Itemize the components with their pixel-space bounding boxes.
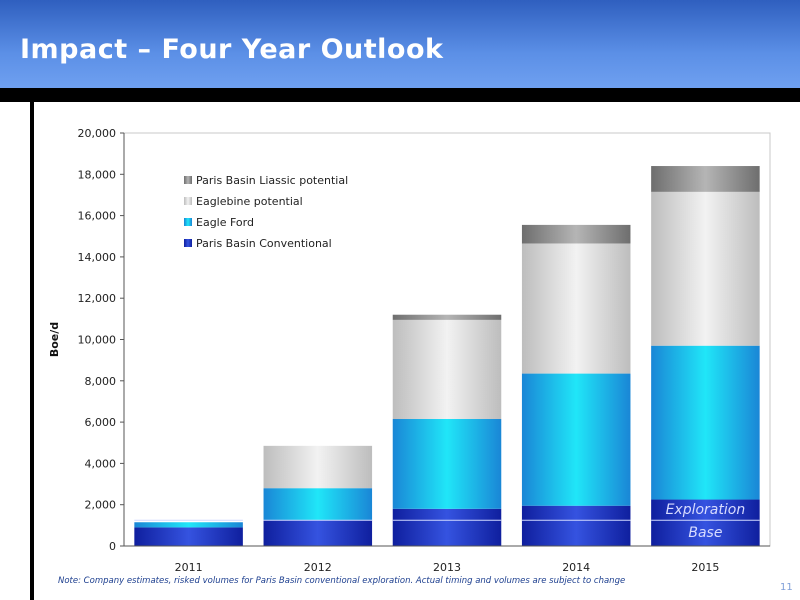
x-tick-label: 2013 (433, 561, 461, 574)
bar-segment (134, 522, 243, 528)
y-tick-label: 12,000 (78, 292, 117, 305)
bar-segment (134, 527, 243, 546)
bar-segment (263, 445, 373, 489)
bar-segment (521, 373, 631, 506)
y-tick-label: 16,000 (78, 210, 117, 223)
annotation-exploration: Exploration (666, 502, 746, 518)
footnote: Note: Company estimates, risked volumes … (58, 576, 626, 586)
left-rule (30, 102, 34, 600)
legend-label: Paris Basin Liassic potential (196, 174, 348, 187)
stacked-bar-chart: 0 2,000 4,000 6,000 8,000 10,000 12,000 14,000 1… (48, 127, 771, 574)
x-tick-label: 2011 (175, 561, 203, 574)
legend-label: Paris Basin Conventional (196, 237, 332, 250)
legend-swatch (184, 218, 192, 226)
legend-swatch (184, 176, 192, 184)
bar-segment (651, 345, 760, 500)
title-divider (0, 88, 800, 102)
y-tick-label: 20,000 (78, 127, 117, 140)
bar-segment (521, 224, 631, 244)
bar-segment (392, 314, 502, 320)
page-number: 11 (780, 582, 793, 593)
left-margin (0, 102, 30, 600)
bar-segment (392, 319, 502, 420)
bar-segment (651, 166, 760, 192)
bar-segment (651, 191, 760, 346)
legend-label: Eagle Ford (196, 216, 254, 229)
legend-swatch (184, 239, 192, 247)
x-tick-label: 2015 (691, 561, 719, 574)
bar-segment (392, 419, 502, 509)
bar-segment (651, 499, 760, 546)
y-tick-label: 0 (109, 540, 116, 553)
y-tick-label: 14,000 (78, 251, 117, 264)
y-tick-label: 10,000 (78, 334, 117, 347)
bar-segment (263, 520, 373, 546)
bar-segment (263, 488, 373, 521)
slide-title: Impact – Four Year Outlook (20, 34, 444, 65)
legend-swatch (184, 197, 192, 205)
annotation-base: Base (688, 525, 722, 541)
x-tick-label: 2014 (562, 561, 590, 574)
y-axis-label: Boe/d (48, 322, 61, 357)
y-tick-label: 6,000 (85, 416, 117, 429)
chart-area: 0 2,000 4,000 6,000 8,000 10,000 12,000 14,000 1… (44, 118, 776, 574)
legend-label: Eaglebine potential (196, 195, 303, 208)
bar-segment (392, 508, 502, 546)
y-tick-label: 4,000 (85, 457, 117, 470)
bar-segment (521, 505, 631, 546)
title-bar: Impact – Four Year Outlook (0, 0, 800, 88)
bar-segment (521, 243, 631, 374)
x-tick-label: 2012 (304, 561, 332, 574)
y-tick-label: 2,000 (85, 499, 117, 512)
y-tick-label: 18,000 (78, 168, 117, 181)
y-tick-label: 8,000 (85, 375, 117, 388)
